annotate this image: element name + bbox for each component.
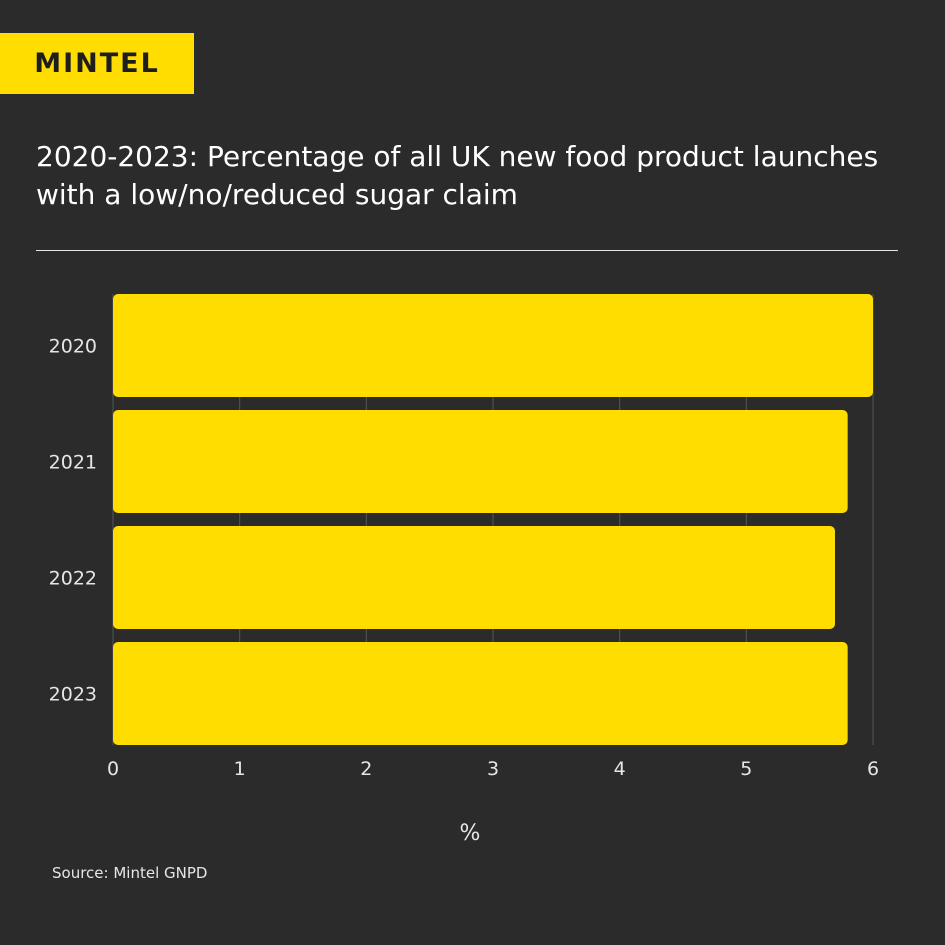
bar <box>113 294 873 397</box>
chart-title: 2020-2023: Percentage of all UK new food… <box>36 140 879 211</box>
mintel-logo: MINTEL <box>0 33 194 94</box>
x-tick-label: 4 <box>614 758 626 780</box>
y-tick-label: 2021 <box>49 452 97 474</box>
y-tick-label: 2020 <box>49 336 97 358</box>
bar <box>113 526 835 629</box>
x-tick-label: 0 <box>107 758 119 780</box>
y-tick-label: 2022 <box>49 568 97 590</box>
x-tick-label: 6 <box>867 758 879 780</box>
x-tick-label: 3 <box>487 758 499 780</box>
y-tick-label: 2023 <box>49 684 97 706</box>
bar <box>113 410 848 513</box>
x-tick-label: 2 <box>360 758 372 780</box>
x-tick-label: 5 <box>740 758 752 780</box>
logo-text: MINTEL <box>34 48 160 79</box>
x-axis-label: % <box>460 821 481 846</box>
bar <box>113 642 848 745</box>
source-note: Source: Mintel GNPD <box>52 864 208 882</box>
title-divider <box>36 250 898 251</box>
x-tick-label: 1 <box>234 758 246 780</box>
